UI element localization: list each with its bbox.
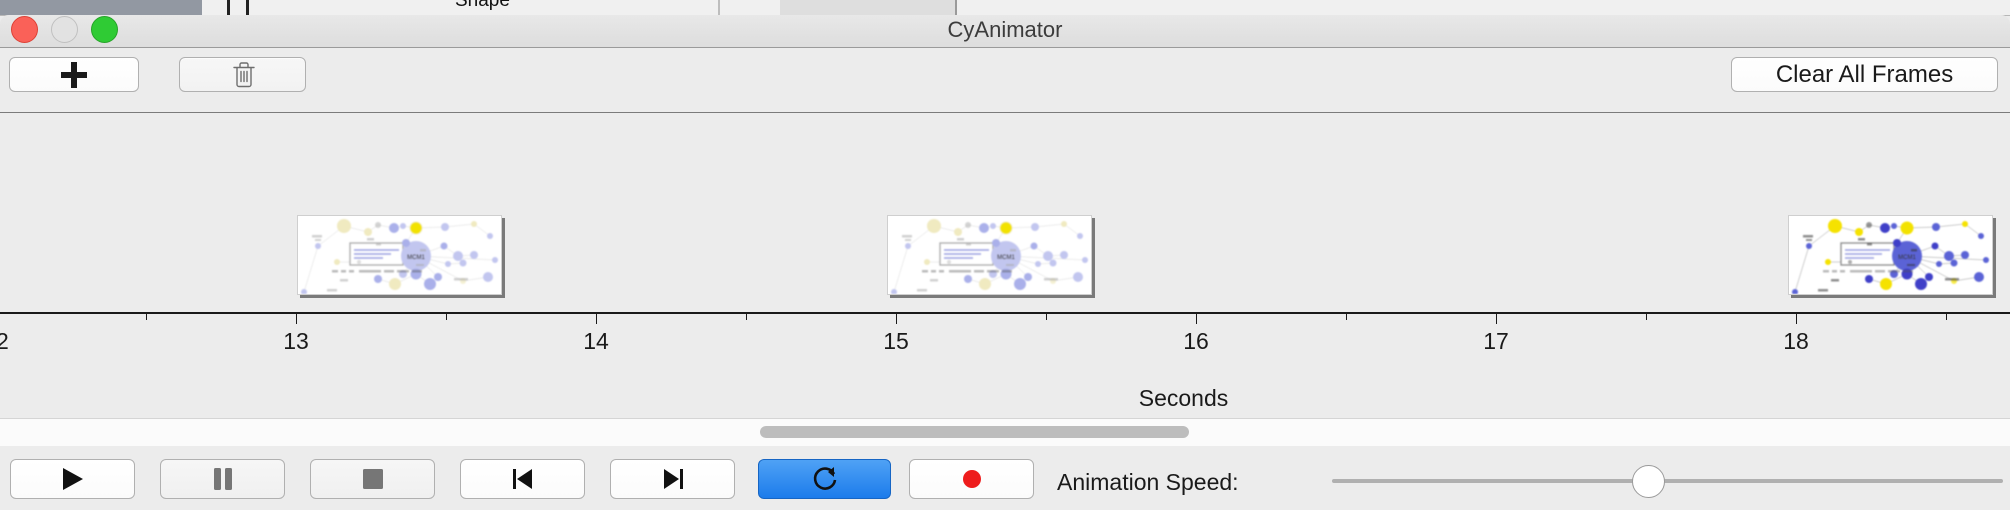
svg-text:MCM1: MCM1 [1898,255,1916,261]
svg-text:MCM1: MCM1 [407,255,425,261]
svg-text:MCM1: MCM1 [997,255,1015,261]
